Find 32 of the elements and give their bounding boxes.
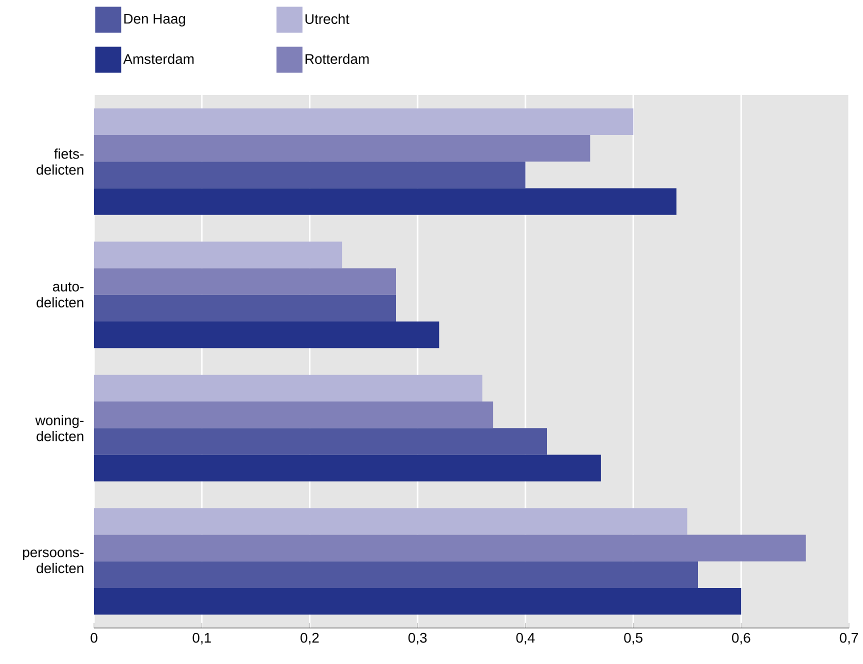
x-tick-label: 0,7 xyxy=(840,632,858,644)
bar xyxy=(94,134,590,162)
x-tick-label: 0,4 xyxy=(516,632,535,644)
bar xyxy=(94,374,482,402)
legend-label: Rotterdam xyxy=(306,54,369,64)
y-tick-label: persoons- delicten xyxy=(23,550,84,574)
y-tick-label: woning- delicten xyxy=(35,415,84,442)
bar xyxy=(94,108,634,135)
bar xyxy=(94,242,342,268)
x-tick-label: 0,3 xyxy=(408,632,427,644)
bar xyxy=(94,401,494,428)
legend-label: Utrecht xyxy=(306,14,350,24)
bar xyxy=(94,454,601,482)
bar xyxy=(94,534,806,562)
x-tick-label: 0 xyxy=(90,632,98,643)
legend-label: Amsterdam xyxy=(123,54,194,64)
bar xyxy=(94,588,742,615)
y-tick-label: fiets- delicten xyxy=(36,148,84,175)
bar xyxy=(94,294,396,322)
bar xyxy=(94,322,440,348)
legend-label: Den Haag xyxy=(124,14,186,26)
bar xyxy=(94,428,548,455)
y-tick-label: auto- delicten xyxy=(36,282,84,308)
x-tick-label: 0,6 xyxy=(732,632,750,644)
bar xyxy=(94,188,676,215)
bar xyxy=(94,561,698,588)
bar xyxy=(94,162,526,188)
x-tick-label: 0,1 xyxy=(192,632,211,644)
bar xyxy=(94,268,396,295)
x-tick-label: 0,5 xyxy=(624,632,642,644)
bar xyxy=(94,508,688,535)
x-tick-label: 0,2 xyxy=(300,632,319,644)
